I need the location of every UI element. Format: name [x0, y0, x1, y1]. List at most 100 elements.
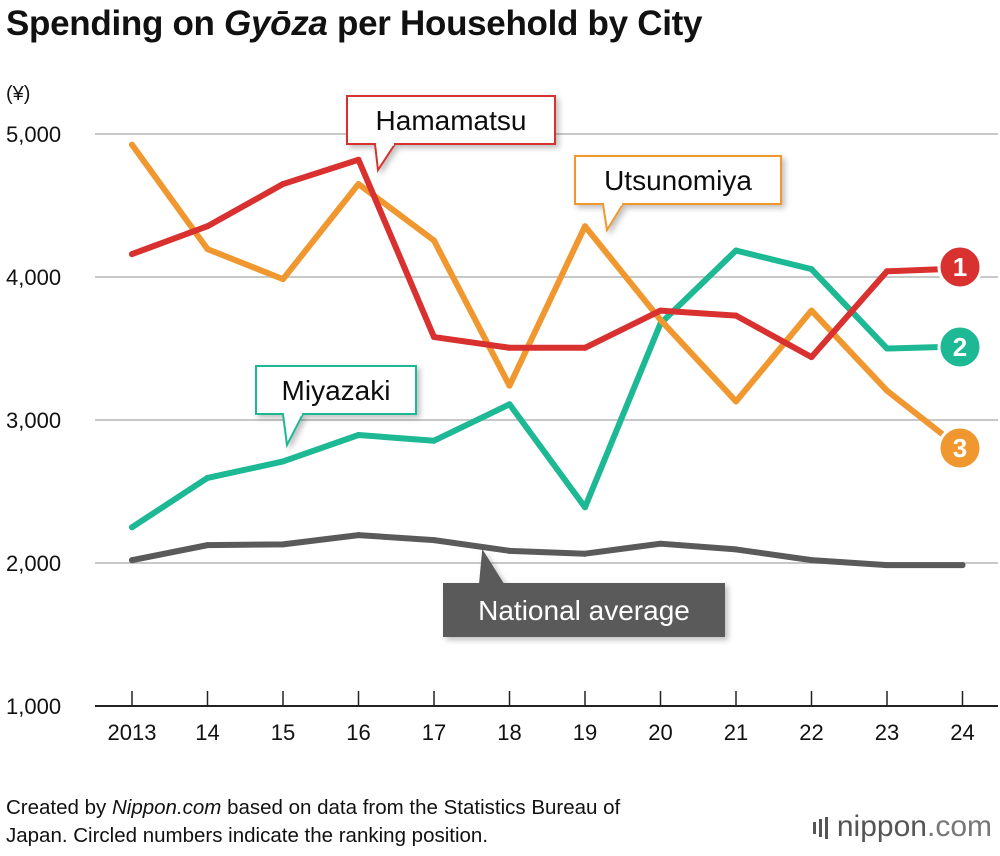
series-line-miyazaki	[129, 247, 966, 531]
y-tick-label: 1,000	[6, 694, 61, 719]
x-tick-label: 21	[724, 720, 748, 745]
data-point-miyazaki	[129, 524, 135, 531]
callout-layer: National average Miyazaki Utsunomiya Hamama…	[255, 95, 782, 637]
series-layer	[129, 141, 966, 569]
callout-box	[443, 583, 725, 637]
x-tick-label: 19	[573, 720, 597, 745]
data-point-miyazaki	[280, 458, 286, 465]
data-point-hamamatsu	[808, 354, 815, 361]
data-point-hamamatsu	[884, 268, 890, 275]
data-point-miyazaki	[355, 432, 362, 439]
data-point-utsunomiya	[808, 307, 815, 314]
data-point-miyazaki	[204, 474, 211, 481]
logo-word: nippon	[836, 810, 927, 843]
y-tick-label: 2,000	[6, 551, 61, 576]
data-point-hamamatsu	[582, 344, 588, 351]
rank-circle	[937, 244, 983, 290]
data-point-national	[355, 532, 362, 539]
data-point-national	[582, 550, 588, 557]
callout-pointer	[601, 203, 625, 233]
data-point-miyazaki	[582, 504, 588, 511]
series-name-label: Miyazaki	[282, 375, 391, 406]
data-point-utsunomiya	[280, 276, 286, 283]
data-point-national	[733, 546, 739, 553]
data-point-miyazaki	[808, 266, 815, 273]
data-point-national	[884, 562, 890, 569]
data-point-utsunomiya	[355, 181, 362, 188]
data-point-utsunomiya	[582, 223, 588, 230]
x-tick-label: 16	[346, 720, 370, 745]
nippon-logo: nippon. com	[812, 810, 992, 844]
rank-badge-utsunomiya: 3	[937, 425, 983, 471]
x-tick-label: 22	[799, 720, 823, 745]
data-point-utsunomiya	[129, 141, 135, 148]
logo-mark-icon	[812, 810, 831, 844]
x-tick-label: 2013	[108, 720, 157, 745]
callout-hamamatsu: Hamamatsu	[346, 95, 556, 173]
x-tick-label: 15	[271, 720, 295, 745]
series-line-utsunomiya	[129, 141, 966, 454]
badge-layer: 2 3 1	[937, 244, 983, 471]
logo-tld: com	[935, 810, 992, 843]
data-point-hamamatsu	[355, 156, 362, 163]
rank-badge-miyazaki: 2	[937, 324, 983, 370]
data-point-national	[808, 557, 815, 564]
x-tick-label: 20	[648, 720, 672, 745]
data-point-hamamatsu	[657, 307, 664, 314]
data-point-national	[204, 542, 211, 549]
data-point-national	[431, 537, 437, 544]
data-point-national	[506, 547, 513, 554]
rank-badge-hamamatsu: 1	[937, 244, 983, 290]
data-point-utsunomiya	[431, 237, 437, 244]
series-name-label: Utsunomiya	[604, 165, 752, 196]
footnote-line-2: Japan. Circled numbers indicate the rank…	[6, 824, 489, 847]
data-point-hamamatsu	[204, 223, 211, 230]
series-name-label: Hamamatsu	[376, 105, 527, 136]
data-point-national	[959, 562, 966, 569]
data-point-hamamatsu	[431, 334, 437, 341]
rank-number: 1	[953, 252, 967, 282]
data-point-utsunomiya	[506, 382, 513, 389]
x-tick-label: 14	[195, 720, 219, 745]
series-line-hamamatsu	[129, 156, 966, 361]
x-tick-label: 18	[497, 720, 521, 745]
data-point-national	[657, 540, 664, 547]
callout-national: National average	[443, 548, 725, 637]
data-point-hamamatsu	[506, 344, 513, 351]
series-line-national	[129, 532, 966, 569]
footnote-line-1: Created by Nippon.com based on data from…	[6, 796, 621, 819]
data-point-utsunomiya	[884, 387, 890, 394]
chart-title: Spending on Gyōza per Household by City	[6, 4, 703, 43]
y-axis-label: (¥)	[6, 83, 30, 105]
rank-number: 2	[953, 332, 967, 362]
rank-circle	[937, 324, 983, 370]
series-name-label: National average	[478, 595, 690, 626]
x-tick-label: 24	[950, 720, 974, 745]
callout-box	[574, 155, 782, 205]
data-point-national	[280, 541, 286, 548]
x-tick-label: 17	[422, 720, 446, 745]
data-point-utsunomiya	[204, 246, 211, 253]
data-point-utsunomiya	[657, 316, 664, 323]
callout-pointer	[281, 413, 305, 449]
callout-utsunomiya: Utsunomiya	[574, 155, 782, 233]
callout-pointer	[478, 548, 505, 585]
data-point-utsunomiya	[733, 398, 739, 405]
rank-number: 3	[953, 433, 967, 463]
x-tick-label: 23	[875, 720, 899, 745]
data-point-miyazaki	[431, 437, 437, 444]
data-point-hamamatsu	[733, 312, 739, 319]
callout-box	[346, 95, 556, 145]
callout-pointer	[373, 143, 397, 173]
data-point-miyazaki	[733, 247, 739, 254]
y-tick-label: 4,000	[6, 265, 61, 290]
data-point-national	[129, 557, 135, 564]
y-tick-label: 5,000	[6, 122, 61, 147]
data-point-miyazaki	[884, 345, 890, 352]
callout-miyazaki: Miyazaki	[255, 365, 417, 449]
callout-box	[255, 365, 417, 415]
y-tick-label: 3,000	[6, 408, 61, 433]
data-point-hamamatsu	[280, 181, 286, 188]
